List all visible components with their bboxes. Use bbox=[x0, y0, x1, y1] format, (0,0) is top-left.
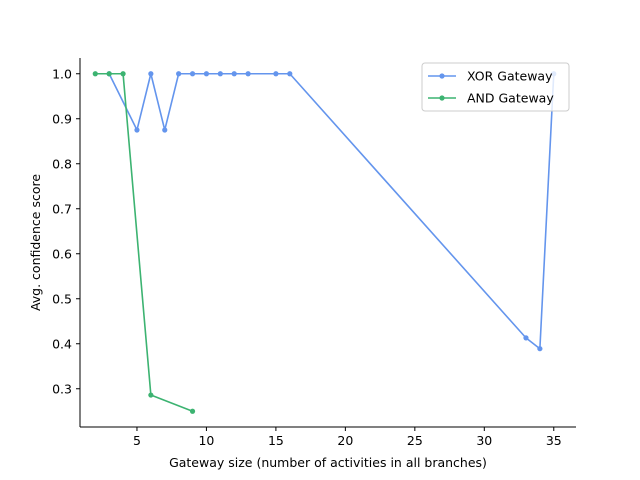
legend-marker-1 bbox=[439, 95, 445, 101]
y-tick-label: 0.9 bbox=[52, 111, 72, 126]
series-line-0 bbox=[108, 72, 555, 350]
x-tick-label: 25 bbox=[407, 433, 423, 448]
data-point bbox=[120, 71, 126, 77]
x-tick-label: 20 bbox=[337, 433, 353, 448]
data-point bbox=[176, 71, 182, 77]
data-point bbox=[134, 127, 140, 133]
y-tick-label: 0.6 bbox=[52, 246, 72, 261]
legend-items: XOR Gateway AND Gateway bbox=[428, 69, 554, 106]
data-point bbox=[245, 71, 251, 77]
x-tick-label: 30 bbox=[476, 433, 492, 448]
y-tick-label: 0.3 bbox=[52, 381, 72, 396]
x-ticks: 5 10 15 20 25 30 35 bbox=[133, 427, 562, 448]
legend: XOR Gateway AND Gateway bbox=[421, 62, 570, 112]
y-ticks: 0.3 0.4 0.5 0.6 0.7 0.8 0.9 1.0 bbox=[52, 66, 80, 396]
axes bbox=[79, 58, 576, 428]
data-point bbox=[92, 71, 98, 77]
data-point bbox=[273, 71, 279, 77]
x-tick-label: 5 bbox=[133, 433, 141, 448]
data-point bbox=[189, 71, 196, 77]
data-point bbox=[189, 408, 196, 414]
y-axis-label: Avg. confidence score bbox=[28, 174, 43, 311]
legend-label-1: AND Gateway bbox=[467, 91, 554, 106]
legend-box bbox=[421, 62, 570, 112]
y-tick-label: 0.7 bbox=[52, 201, 72, 216]
x-tick-label: 15 bbox=[268, 433, 284, 448]
data-point bbox=[217, 71, 223, 77]
data-point bbox=[148, 71, 154, 77]
data-point bbox=[203, 71, 210, 77]
legend-label-0: XOR Gateway bbox=[467, 69, 553, 84]
data-point bbox=[537, 346, 543, 352]
data-point bbox=[106, 71, 112, 77]
x-tick-label: 10 bbox=[198, 433, 214, 448]
x-tick-label: 35 bbox=[546, 433, 562, 448]
data-point bbox=[231, 71, 237, 77]
data-point bbox=[148, 392, 154, 398]
y-tick-label: 0.4 bbox=[52, 336, 72, 351]
x-axis-label: Gateway size (number of activities in al… bbox=[169, 455, 487, 470]
series-layer bbox=[92, 71, 557, 414]
data-point bbox=[162, 127, 168, 133]
y-tick-label: 1.0 bbox=[52, 66, 72, 81]
data-point bbox=[287, 71, 293, 77]
series-line-1 bbox=[95, 72, 193, 412]
legend-marker-0 bbox=[439, 73, 445, 79]
data-point bbox=[523, 335, 529, 341]
y-tick-label: 0.5 bbox=[52, 291, 72, 306]
y-tick-label: 0.8 bbox=[52, 156, 72, 171]
